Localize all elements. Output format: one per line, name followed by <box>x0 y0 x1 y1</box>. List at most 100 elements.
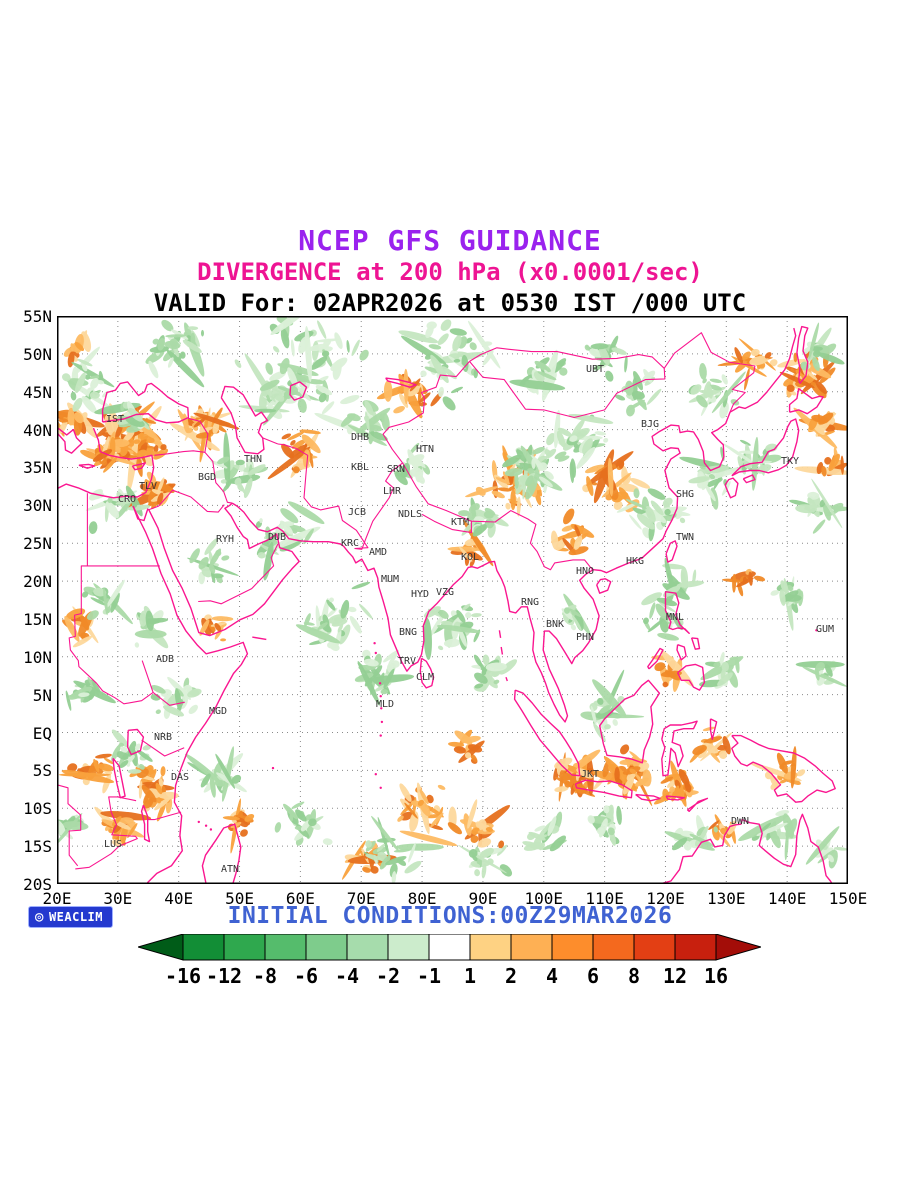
colorbar-arrow-left <box>138 934 184 961</box>
coastline-path <box>724 477 739 499</box>
colorbar-tick-label: 2 <box>505 964 517 988</box>
border-path <box>57 784 82 867</box>
coastline-path <box>599 679 661 764</box>
coastline-path <box>647 647 664 670</box>
coastline-path <box>665 795 685 801</box>
colorbar-segment <box>428 934 471 961</box>
coastline-path <box>231 327 797 723</box>
border-path <box>421 513 472 534</box>
lat-tick-label: 20N <box>23 572 52 592</box>
coastline-path <box>289 381 308 401</box>
islet-dot <box>373 642 376 645</box>
islet-dot <box>374 773 377 776</box>
border-path <box>354 462 403 550</box>
lat-tick-label: 15N <box>23 609 52 629</box>
coastline-path <box>220 385 269 455</box>
border-path <box>154 417 209 456</box>
product-title: NCEP GFS GUIDANCE <box>298 224 602 257</box>
coastline-path <box>742 474 756 484</box>
lat-tick-label: 10N <box>23 647 52 667</box>
colorbar-tick-label: -16 <box>165 964 201 988</box>
colorbar-segment <box>633 934 676 961</box>
colorbar-segment <box>305 934 348 961</box>
coastline-path <box>131 462 146 471</box>
colorbar-tick-label: 6 <box>587 964 599 988</box>
border-path <box>147 811 182 821</box>
coastline-path <box>796 325 809 384</box>
coastline-path <box>513 689 581 777</box>
coastline-path <box>78 463 96 469</box>
coastline-path <box>57 426 83 454</box>
map-plot: IST TLV CRO BGD THN DHB KBL SRN HTN LHR JCB NDLS KTM… <box>57 316 848 884</box>
lat-tick-label: 30N <box>23 496 52 516</box>
islet-dot <box>815 629 818 632</box>
border-path <box>204 451 233 504</box>
border-path <box>663 332 756 413</box>
islet-dot <box>374 651 377 655</box>
coastline-path <box>112 757 126 799</box>
lat-tick-label: 40N <box>23 420 52 440</box>
border-path <box>402 462 593 571</box>
map-canvas <box>57 316 848 884</box>
border-path <box>262 437 279 445</box>
title-block: NCEP GFS GUIDANCE DIVERGENCE at 200 hPa … <box>0 226 900 321</box>
weaclim-logo-text: WEACLIM <box>48 910 104 924</box>
coastline-path <box>126 728 145 756</box>
colorbar-tick-label: 4 <box>546 964 558 988</box>
coastline-path <box>385 377 417 388</box>
coastline-path <box>101 381 190 424</box>
colorbar-segment <box>469 934 512 961</box>
colorbar-tick-label: -1 <box>417 964 441 988</box>
coastline-path <box>574 779 633 799</box>
lat-tick-label: EQ <box>32 723 52 743</box>
coastline-path <box>686 797 709 812</box>
border-path <box>277 443 369 550</box>
coastline-path <box>132 502 300 637</box>
lat-tick-label: 50N <box>23 344 52 364</box>
colorbar-segment <box>387 934 430 961</box>
coastline-path <box>635 793 661 802</box>
islet-dot <box>378 682 382 685</box>
coastline-path <box>132 505 249 884</box>
coastline-path <box>252 636 267 641</box>
colorbar-tick-label: 16 <box>704 964 728 988</box>
border-path <box>80 493 88 585</box>
colorbar-segment <box>346 934 389 961</box>
coastline-path <box>201 823 242 884</box>
coastline-path <box>596 578 612 594</box>
colorbar-segment <box>182 934 225 961</box>
lat-tick-label: 15S <box>23 837 52 857</box>
coastline-group <box>57 325 836 884</box>
colorbar-tick-label: 12 <box>663 964 687 988</box>
colorbar-tick-label: -8 <box>253 964 277 988</box>
border-path <box>198 543 279 605</box>
islet-dot <box>380 720 384 724</box>
coastline-path <box>498 630 502 639</box>
islet-dot <box>204 824 208 827</box>
coastline-path <box>659 813 833 884</box>
coastline-path <box>731 734 836 803</box>
islet-dot <box>271 766 275 770</box>
colorbar-tick-label: 8 <box>628 964 640 988</box>
colorbar-tick-label: -2 <box>376 964 400 988</box>
coastline-path <box>676 663 706 691</box>
colorbar-segment <box>551 934 594 961</box>
weaclim-logo-icon: ◎ <box>35 909 44 925</box>
colorbar-tick-label: 1 <box>464 964 476 988</box>
coastline-path <box>57 427 155 499</box>
lat-tick-label: 35N <box>23 458 52 478</box>
islet-dot <box>379 695 382 698</box>
lat-tick-label: 5S <box>32 761 52 781</box>
coastline-path <box>665 540 678 563</box>
border-path <box>141 739 185 757</box>
coastline-path <box>676 644 687 661</box>
colorbar-tick-label: -12 <box>206 964 242 988</box>
initial-conditions: INITIAL CONDITIONS:00Z29MAR2026 <box>227 903 673 929</box>
weaclim-badge: ◎ WEACLIM <box>28 906 114 928</box>
islet-dot <box>209 828 213 831</box>
coastline-path <box>500 646 504 655</box>
islet-dot <box>379 786 382 789</box>
coastline-path <box>661 720 698 777</box>
islet-dot <box>197 820 200 824</box>
coastline-path <box>505 676 508 682</box>
